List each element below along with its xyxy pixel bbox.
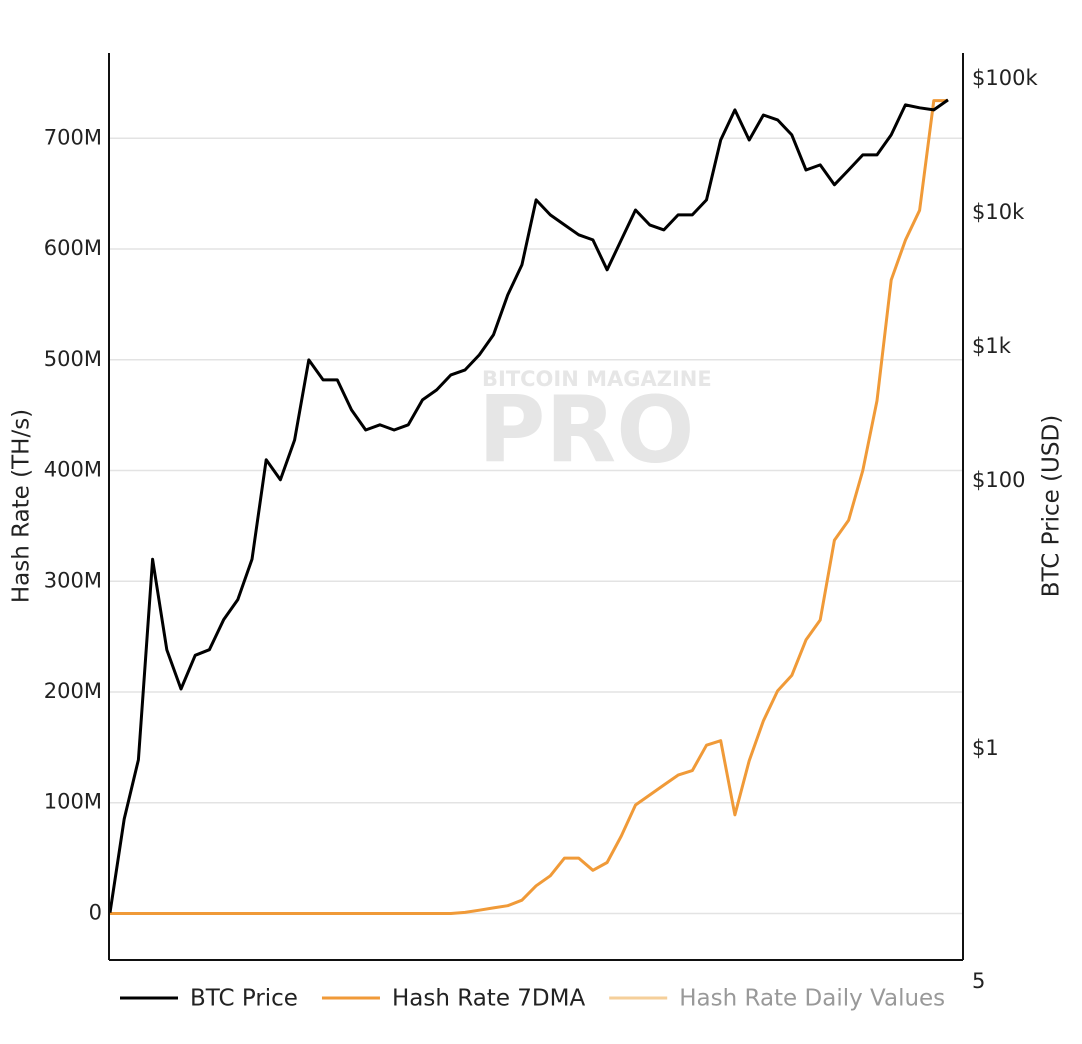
y2-tick-label: $1k	[972, 334, 1012, 358]
series-line	[108, 98, 949, 913]
y-tick-label: 700M	[44, 125, 102, 149]
y2-tick-label: $100k	[972, 66, 1038, 90]
y-tick-label: 400M	[44, 458, 102, 482]
grid	[110, 137, 963, 915]
y2-tick-label: $100	[972, 468, 1025, 492]
watermark: PRO	[478, 376, 694, 483]
y2-axis-label: BTC Price (USD)	[1039, 415, 1065, 597]
y-tick-label: 500M	[44, 347, 102, 371]
stray-label: 5	[972, 969, 985, 993]
y-tick-label: 600M	[44, 236, 102, 260]
series-line	[110, 99, 948, 915]
y-axis-label: Hash Rate (TH/s)	[9, 409, 35, 603]
y-tick-label: 0	[89, 900, 102, 924]
y-tick-label: 200M	[44, 679, 102, 703]
watermark: BITCOIN MAGAZINE	[482, 367, 712, 391]
y2-tick-label: $10k	[972, 200, 1025, 224]
y-tick-label: 100M	[44, 790, 102, 814]
y-tick-label: 300M	[44, 568, 102, 592]
legend-label: Hash Rate 7DMA	[392, 986, 585, 1012]
legend-label: Hash Rate Daily Values	[679, 986, 945, 1012]
legend-label: BTC Price	[190, 986, 298, 1012]
y2-tick-label: $1	[972, 736, 999, 760]
